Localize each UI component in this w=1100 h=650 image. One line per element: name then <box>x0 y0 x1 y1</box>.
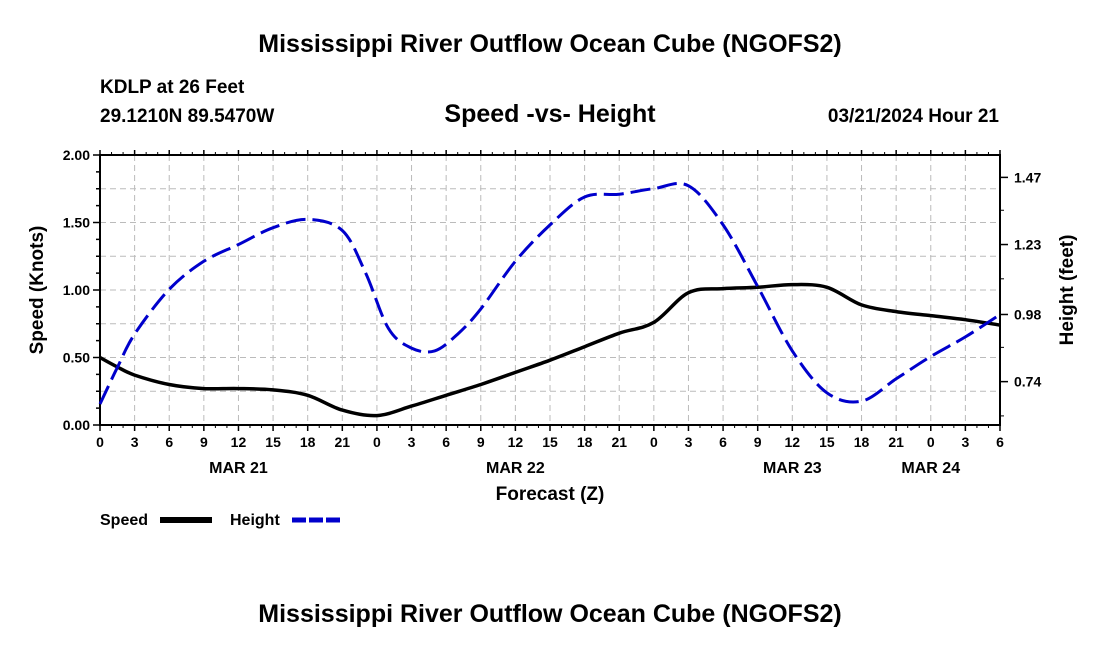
grid <box>100 155 1000 425</box>
series <box>98 181 1001 418</box>
date-label: MAR 23 <box>763 460 822 477</box>
x-tick-label: 0 <box>927 434 935 450</box>
x-tick-label: 18 <box>300 434 316 450</box>
y-right-tick-label: 0.98 <box>1014 306 1041 322</box>
x-tick-label: 21 <box>611 434 627 450</box>
x-tick-label: 21 <box>335 434 351 450</box>
forecast-datetime: 03/21/2024 Hour 21 <box>827 106 999 127</box>
x-tick-label: 0 <box>650 434 658 450</box>
chart-subtitle: Speed -vs- Height <box>444 100 656 128</box>
footer-title: Mississippi River Outflow Ocean Cube (NG… <box>258 600 842 628</box>
x-tick-label: 18 <box>854 434 870 450</box>
x-tick-label: 12 <box>508 434 524 450</box>
x-tick-label: 0 <box>373 434 381 450</box>
y-right-tick-label: 1.23 <box>1014 237 1041 253</box>
x-tick-label: 6 <box>719 434 727 450</box>
x-tick-label: 6 <box>165 434 173 450</box>
x-tick-label: 15 <box>542 434 558 450</box>
x-tick-label: 12 <box>231 434 247 450</box>
station-label: KDLP at 26 Feet <box>100 77 245 98</box>
x-tick-label: 3 <box>131 434 139 450</box>
date-label: MAR 22 <box>486 460 545 477</box>
x-tick-label: 9 <box>477 434 485 450</box>
y-right-tick-label: 1.47 <box>1014 169 1041 185</box>
date-label: MAR 24 <box>901 460 960 477</box>
legend-speed-label: Speed <box>100 512 148 529</box>
x-tick-label: 12 <box>785 434 801 450</box>
x-tick-label: 6 <box>996 434 1004 450</box>
x-tick-label: 0 <box>96 434 104 450</box>
x-axis-label: Forecast (Z) <box>496 484 605 505</box>
y-left-tick-label: 0.50 <box>63 350 90 366</box>
legend: Speed Height <box>100 512 342 529</box>
y-right-tick-label: 0.74 <box>1014 374 1041 390</box>
x-tick-label: 9 <box>754 434 762 450</box>
y-left-tick-label: 2.00 <box>63 147 90 163</box>
y-left-tick-label: 1.00 <box>63 282 90 298</box>
tick-labels: 0 3 6 9 12 15 18 21 0 3 6 9 12 15 18 21 0 3 6 9 12 15 18 21 0 3 6 0… <box>63 147 1042 477</box>
date-label: MAR 21 <box>209 460 268 477</box>
coordinates-label: 29.1210N 89.5470W <box>100 106 275 127</box>
x-tick-label: 15 <box>265 434 281 450</box>
legend-height-label: Height <box>230 512 280 529</box>
x-tick-label: 18 <box>577 434 593 450</box>
series-line-height <box>98 181 1001 405</box>
y-axis-left-label: Speed (Knots) <box>27 226 48 355</box>
main-title: Mississippi River Outflow Ocean Cube (NG… <box>258 30 842 58</box>
x-tick-label: 3 <box>408 434 416 450</box>
y-left-tick-label: 1.50 <box>63 215 90 231</box>
x-tick-label: 6 <box>442 434 450 450</box>
x-tick-label: 21 <box>888 434 904 450</box>
y-left-tick-label: 0.00 <box>63 417 90 433</box>
x-tick-label: 9 <box>200 434 208 450</box>
series-line-speed <box>99 282 1001 418</box>
x-tick-label: 3 <box>961 434 969 450</box>
axis-ticks <box>93 150 1008 431</box>
y-axis-right-label: Height (feet) <box>1057 235 1078 346</box>
x-tick-label: 3 <box>685 434 693 450</box>
x-tick-label: 15 <box>819 434 835 450</box>
